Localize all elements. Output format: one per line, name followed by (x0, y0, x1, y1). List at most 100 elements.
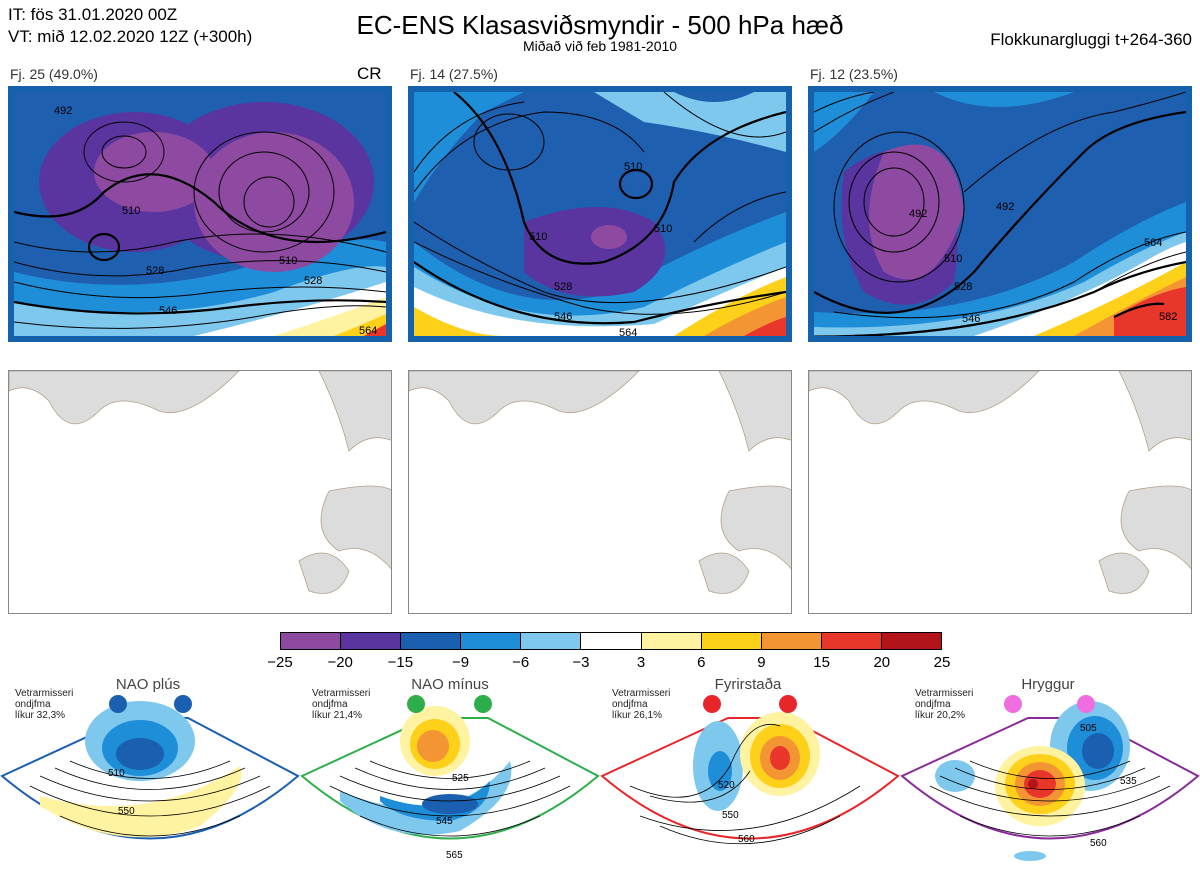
cluster-3-contour-label: 492 (996, 201, 1014, 213)
colorbar-segment (281, 633, 342, 649)
regime-meta-line: líkur 20,2% (915, 710, 966, 721)
page-title: EC-ENS Klasasviðsmyndir - 500 hPa hæð (356, 10, 844, 40)
cluster-1-contour-label: 492 (54, 105, 72, 117)
regime-3-contour-label: 520 (718, 780, 735, 791)
regime-3-meta: Vetrarmisseri ondjfma líkur 26,1% (612, 688, 670, 721)
land-map-outline (409, 371, 791, 594)
colorbar-tick-label: 9 (757, 654, 766, 671)
regime-meta-line: ondjfma (312, 699, 348, 710)
regime-4-name: Hryggur (1021, 676, 1075, 693)
regime-meta-line: Vetrarmisseri (915, 688, 974, 699)
cluster-2-land-map[interactable] (408, 370, 792, 614)
land-map-outline (9, 371, 391, 594)
cluster-2-contour-label: 528 (554, 281, 572, 293)
regime-2-dot (407, 695, 425, 713)
cluster-1-contour-label: 564 (359, 325, 377, 336)
regime-4-meta: Vetrarmisseri ondjfma líkur 20,2% (915, 688, 973, 721)
header-times: IT: fös 31.01.2020 00Z VT: mið 12.02.202… (8, 4, 252, 48)
regime-4-contour-label: 505 (1080, 723, 1097, 734)
cluster-1-contour-label: 528 (304, 275, 322, 287)
regime-1-meta: Vetrarmisseri ondjfma líkur 32,3% (15, 688, 73, 721)
regime-1-dot (174, 695, 192, 713)
colorbar-tick-label: −9 (451, 654, 470, 671)
regime-1-contour-label: 550 (118, 806, 135, 817)
cluster-1-label: Fj. 25 (49.0%) (10, 66, 98, 82)
colorbar-segment (881, 633, 942, 649)
cluster-3-map[interactable]: 492 510 528 546 564 582 492 (808, 86, 1192, 342)
regime-1-name: NAO plús (115, 676, 181, 693)
regime-4-map[interactable]: 505 535 560 (900, 676, 1200, 871)
colorbar-tick-label: −6 (512, 654, 530, 671)
regime-meta-line: Vetrarmisseri (312, 688, 371, 699)
colorbar-tick-label: 25 (933, 654, 951, 671)
cluster-2-contour-label: 546 (554, 311, 572, 323)
cluster-2-field: 510 510 528 546 564 510 (414, 92, 786, 336)
regime-2-contour-label: 525 (452, 773, 469, 784)
colorbar-segment (761, 633, 822, 649)
regime-meta-line: Vetrarmisseri (15, 688, 74, 699)
regime-meta-line: ondjfma (15, 699, 51, 710)
cluster-1-land-map[interactable] (8, 370, 392, 614)
cluster-3-contour-label: 582 (1159, 311, 1177, 323)
cluster-3-contour-label: 510 (944, 253, 962, 265)
page-subtitle: Miðað við feb 1981-2010 (522, 38, 678, 54)
colorbar-segment (701, 633, 762, 649)
colorbar-tick-label: −3 (572, 654, 590, 671)
cluster-2-contour-label: 564 (619, 327, 637, 336)
colorbar-segment (641, 633, 702, 649)
colorbar-tick-label: 3 (636, 654, 646, 671)
colorbar-segment (341, 633, 402, 649)
colorbar-tick-label: 6 (697, 654, 706, 671)
colorbar-segment (821, 633, 882, 649)
colorbar-tick-label: −25 (267, 654, 293, 671)
regime-2-contour-label: 545 (436, 816, 453, 827)
regime-2-map[interactable]: 525 545 565 (300, 676, 600, 871)
cluster-1-contour-label: 510 (122, 205, 140, 217)
regime-3-map[interactable]: 520 550 560 (600, 676, 900, 871)
regime-3-name: Fyrirstaða (714, 676, 782, 693)
classification-window: Flokkunargluggi t+264-360 (990, 30, 1192, 49)
regime-meta-line: líkur 26,1% (612, 710, 663, 721)
colorbar-segment (581, 633, 642, 649)
regime-1-contour-label: 510 (108, 768, 125, 779)
regime-2-dot (474, 695, 492, 713)
land-map-outline (809, 371, 1191, 594)
cluster-3-contour-label: 492 (909, 208, 927, 220)
regime-3-contour-label: 550 (722, 810, 739, 821)
regime-1-map[interactable]: 510 550 (0, 676, 300, 871)
regime-3-contour-label: 560 (738, 834, 755, 845)
cluster-1-field: 492 510 528 546 564 510 528 (14, 92, 386, 336)
cluster-2-contour-label: 510 (654, 223, 672, 235)
cluster-1-contour-label: 546 (159, 305, 177, 317)
cluster-1-contour-label: 510 (279, 255, 297, 267)
cluster-3-contour-label: 528 (954, 281, 972, 293)
cluster-3-contour-label: 546 (962, 313, 980, 325)
regime-2-meta: Vetrarmisseri ondjfma líkur 21,4% (312, 688, 370, 721)
colorbar-tick-label: −15 (387, 654, 414, 671)
cluster-3-field: 492 510 528 546 564 582 492 (814, 92, 1186, 336)
regime-3-dot (779, 695, 797, 713)
regime-meta-line: ondjfma (612, 699, 648, 710)
regime-4-contour-label: 560 (1090, 838, 1107, 849)
regime-4-contour-label: 535 (1120, 776, 1137, 787)
cluster-2-map[interactable]: 510 510 528 546 564 510 (408, 86, 792, 342)
colorbar-tick-label: −20 (327, 654, 353, 671)
cluster-3-land-map[interactable] (808, 370, 1192, 614)
regime-4-dot (1077, 695, 1095, 713)
regime-1-dot (109, 695, 127, 713)
regime-meta-line: líkur 32,3% (15, 710, 66, 721)
cluster-1-contour-label: 528 (146, 265, 164, 277)
colorbar-segment (461, 633, 522, 649)
cluster-2-contour-label: 510 (529, 231, 547, 243)
cluster-1-tag: CR (357, 64, 382, 83)
colorbar-segment (521, 633, 582, 649)
cluster-1-map[interactable]: 492 510 528 546 564 510 528 (8, 86, 392, 342)
cluster-2-contour-label: 510 (624, 161, 642, 173)
colorbar-tick-label: 15 (813, 654, 830, 671)
regime-meta-line: líkur 21,4% (312, 710, 363, 721)
cluster-3-contour-label: 564 (1144, 237, 1162, 249)
regime-2-contour-label: 565 (446, 850, 463, 861)
regime-4-dot (1004, 695, 1022, 713)
regime-meta-line: ondjfma (915, 699, 951, 710)
cluster-2-label: Fj. 14 (27.5%) (410, 66, 498, 82)
